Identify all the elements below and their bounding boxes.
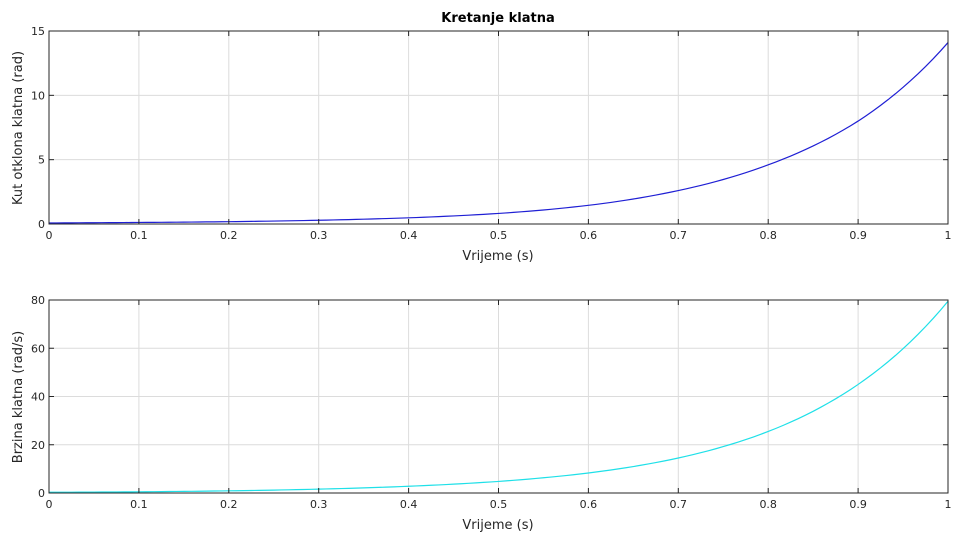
chart-title: Kretanje klatna <box>441 11 554 26</box>
x-tick-label: 0.2 <box>220 229 238 242</box>
x-tick-label: 0.6 <box>580 498 598 511</box>
x-tick-label: 0.1 <box>130 229 148 242</box>
x-tick-label: 0.3 <box>310 498 328 511</box>
y-tick-label: 0 <box>38 218 45 231</box>
y-axis-label-velocity: Brzina klatna (rad/s) <box>11 331 26 463</box>
y-tick-label: 60 <box>31 342 45 355</box>
x-tick-label: 0.1 <box>130 498 148 511</box>
y-tick-label: 5 <box>38 154 45 167</box>
x-tick-label: 0.2 <box>220 498 238 511</box>
x-tick-label: 0.5 <box>490 498 508 511</box>
y-tick-label: 80 <box>31 294 45 307</box>
x-tick-label: 0.9 <box>849 498 867 511</box>
y-axis-label-angle: Kut otklona klatna (rad) <box>11 51 26 205</box>
y-tick-label: 0 <box>38 487 45 500</box>
ticks-velocity: 0 0.1 0.2 0.3 0.4 0.5 0.6 0.7 0.8 0.9 1 0 20 40 60 80 <box>31 294 952 511</box>
x-axis-label-velocity: Vrijeme (s) <box>462 518 533 533</box>
x-tick-label: 0 <box>46 498 53 511</box>
x-tick-label: 0 <box>46 229 53 242</box>
y-tick-label: 20 <box>31 439 45 452</box>
x-tick-label: 0.9 <box>849 229 867 242</box>
x-tick-label: 0.4 <box>400 229 418 242</box>
panel-angle: Kretanje klatna 0 0.1 0.2 0.3 0.4 0.5 0.6 0.7 0.… <box>11 11 952 264</box>
x-tick-label: 0.4 <box>400 498 418 511</box>
y-tick-label: 40 <box>31 391 45 404</box>
x-tick-label: 0.7 <box>670 498 688 511</box>
x-tick-label: 1 <box>945 498 952 511</box>
x-tick-label: 0.3 <box>310 229 328 242</box>
x-tick-label: 1 <box>945 229 952 242</box>
series-line-velocity <box>48 300 949 493</box>
x-tick-label: 0.8 <box>759 498 777 511</box>
x-tick-label: 0.8 <box>759 229 777 242</box>
panel-velocity: 0 0.1 0.2 0.3 0.4 0.5 0.6 0.7 0.8 0.9 1 0 20 40 60 80 V… <box>11 294 952 533</box>
x-tick-label: 0.7 <box>670 229 688 242</box>
y-tick-label: 10 <box>31 89 45 102</box>
y-tick-label: 15 <box>31 25 45 38</box>
x-tick-label: 0.5 <box>490 229 508 242</box>
x-axis-label-angle: Vrijeme (s) <box>462 249 533 264</box>
series-line-angle <box>48 42 949 224</box>
x-tick-label: 0.6 <box>580 229 598 242</box>
